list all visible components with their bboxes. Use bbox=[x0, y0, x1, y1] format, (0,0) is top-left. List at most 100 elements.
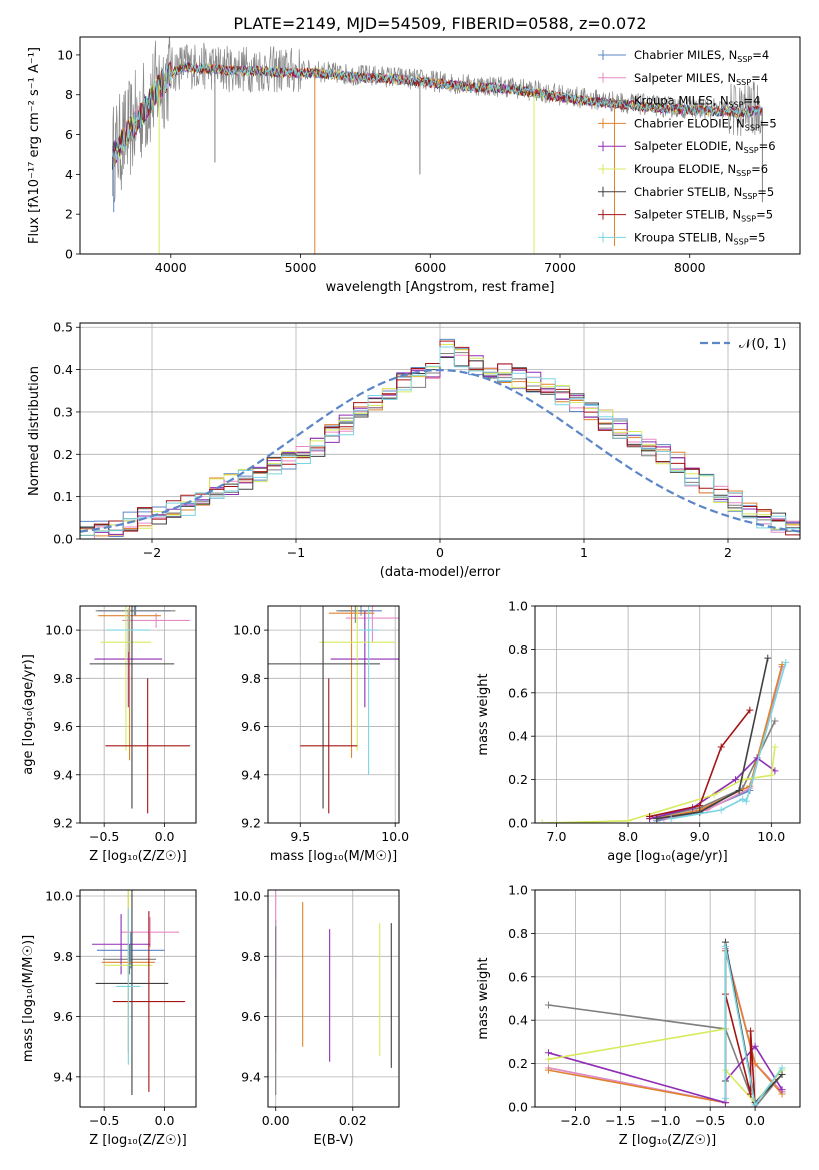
y-tick-label: 9.2 bbox=[241, 816, 261, 831]
weight-point-marker bbox=[721, 942, 729, 950]
weight-series-line bbox=[542, 746, 776, 823]
y-tick-label: 9.8 bbox=[241, 671, 261, 686]
y-axis-label: Flux [fλ10⁻¹⁷ erg cm⁻² s⁻¹ A⁻¹] bbox=[27, 47, 42, 244]
y-tick-label: 6 bbox=[65, 127, 73, 142]
plot-area-z-age bbox=[89, 606, 190, 814]
weight-point-marker bbox=[771, 743, 779, 751]
legend: Chabrier MILES, NSSP=4 Salpeter MILES, NS… bbox=[598, 48, 777, 246]
x-tick-label: −2 bbox=[143, 545, 161, 560]
legend-subscript: SSP bbox=[734, 237, 749, 246]
axes-frame bbox=[267, 605, 400, 824]
y-tick-label: 0 bbox=[65, 247, 73, 262]
y-tick-label: 10.0 bbox=[45, 889, 73, 904]
weight-point-marker bbox=[544, 1001, 552, 1009]
y-tick-label: 0.5 bbox=[53, 320, 73, 335]
legend-count: =5 bbox=[760, 116, 777, 130]
y-axis-label: mass weight bbox=[476, 957, 491, 1039]
x-axis-label: Z [log₁₀(Z/Z☉)] bbox=[619, 1133, 716, 1148]
y-tick-label: 0.6 bbox=[508, 685, 528, 700]
weight-point-marker bbox=[732, 776, 740, 784]
x-tick-label: 5000 bbox=[285, 260, 317, 275]
y-tick-label: 0.3 bbox=[53, 404, 73, 419]
x-tick-label: 0.0 bbox=[745, 1113, 765, 1128]
y-tick-label: 0.1 bbox=[53, 489, 73, 504]
y-tick-label: 0.0 bbox=[508, 1100, 528, 1115]
x-tick-label: 8000 bbox=[674, 260, 706, 275]
legend-count: =4 bbox=[744, 94, 761, 108]
x-tick-label: −2.0 bbox=[560, 1113, 590, 1128]
axes-frame bbox=[267, 889, 400, 1108]
x-axis-label: wavelength [Angstrom, rest frame] bbox=[326, 280, 555, 295]
x-axis-label: age [log₁₀(age/yr)] bbox=[607, 849, 728, 864]
y-tick-label: 0.4 bbox=[508, 729, 528, 744]
y-tick-label: 0.4 bbox=[53, 362, 73, 377]
legend-subscript: SSP bbox=[742, 192, 757, 201]
weight-point-marker bbox=[544, 1049, 552, 1057]
weight-series-line bbox=[724, 946, 783, 1107]
axes-z-weight: −2.0 −1.5 −1.0 −0.5 0.0 0.0 0.2 0.4 0.6 0.8 1.0 Z [… bbox=[476, 883, 801, 1148]
axes-z-mass: −0.5 0.0 9.4 9.6 9.8 10.0 Z [log₁₀(Z/Z☉)] mass … bbox=[21, 889, 197, 1148]
y-tick-label: 0.8 bbox=[508, 642, 528, 657]
x-tick-label: 10.0 bbox=[757, 829, 785, 844]
x-tick-label: 0.00 bbox=[262, 1113, 290, 1128]
y-axis-label: mass weight bbox=[476, 673, 491, 755]
x-axis-label: Z [log₁₀(Z/Z☉)] bbox=[89, 849, 186, 864]
axes-frame bbox=[79, 889, 197, 1108]
y-tick-label: 0.4 bbox=[508, 1013, 528, 1028]
plot-area-age-weight bbox=[538, 654, 790, 823]
y-tick-label: 0.0 bbox=[508, 816, 528, 831]
legend-label: Salpeter ELODIE, NSSP=6 bbox=[634, 139, 776, 155]
plot-area-residuals bbox=[80, 338, 800, 539]
weight-point-marker bbox=[764, 654, 772, 662]
legend-subscript: SSP bbox=[741, 215, 756, 224]
axes-frame bbox=[79, 36, 801, 255]
axes-spectrum: 4000 5000 6000 7000 8000 0 2 4 6 8 10 wavelength [A… bbox=[27, 36, 801, 295]
y-tick-label: 0.2 bbox=[508, 772, 528, 787]
y-tick-label: 9.8 bbox=[241, 949, 261, 964]
y-tick-label: 2 bbox=[65, 207, 73, 222]
weight-point-marker bbox=[721, 1094, 729, 1102]
legend-count: =4 bbox=[751, 71, 768, 85]
axes-age-weight: 7.0 8.0 9.0 10.0 0.0 0.2 0.4 0.6 0.8 1.0 age [log₁… bbox=[476, 599, 801, 864]
x-tick-label: 10.0 bbox=[381, 829, 409, 844]
axes-frame bbox=[534, 889, 801, 1108]
x-tick-label: 0 bbox=[436, 545, 444, 560]
axes-frame bbox=[79, 322, 801, 540]
y-tick-label: 9.4 bbox=[53, 1069, 73, 1084]
legend: 𝒩(0, 1) bbox=[700, 337, 786, 352]
histogram-step-line bbox=[80, 346, 800, 539]
y-tick-label: 10 bbox=[57, 47, 73, 62]
x-tick-label: 9.5 bbox=[290, 829, 310, 844]
weight-point-marker bbox=[735, 786, 743, 794]
y-axis-label: age [log₁₀(age/yr)] bbox=[21, 654, 36, 775]
x-tick-label: 6000 bbox=[414, 260, 446, 275]
legend-subscript: SSP bbox=[736, 78, 751, 87]
y-axis-label: Normed distribution bbox=[27, 366, 42, 496]
weight-point-marker bbox=[751, 1042, 759, 1050]
weight-point-marker bbox=[778, 1070, 786, 1078]
weight-point-marker bbox=[710, 791, 718, 799]
x-axis-label: Z [log₁₀(Z/Z☉)] bbox=[89, 1133, 186, 1148]
y-tick-label: 0.8 bbox=[508, 926, 528, 941]
weight-series-line bbox=[724, 994, 756, 1107]
y-tick-label: 1.0 bbox=[508, 883, 528, 898]
x-tick-label: −0.5 bbox=[89, 829, 119, 844]
y-tick-label: 9.4 bbox=[53, 767, 73, 782]
weight-series-line bbox=[656, 657, 769, 820]
legend-label: Chabrier MILES, NSSP=4 bbox=[634, 48, 769, 64]
x-tick-label: 4000 bbox=[155, 260, 187, 275]
axes-frame bbox=[534, 605, 801, 824]
plot-area-ebv-mass bbox=[275, 890, 392, 1095]
y-tick-label: 9.4 bbox=[241, 767, 261, 782]
x-tick-label: 7000 bbox=[544, 260, 576, 275]
x-tick-label: 9.0 bbox=[690, 829, 710, 844]
legend-label: 𝒩(0, 1) bbox=[739, 337, 786, 352]
y-tick-label: 9.6 bbox=[53, 1009, 73, 1024]
legend-count: =6 bbox=[751, 162, 768, 176]
weight-point-marker bbox=[767, 771, 775, 779]
legend-count: =4 bbox=[752, 48, 769, 62]
y-tick-label: 10.0 bbox=[233, 889, 261, 904]
legend-count: =6 bbox=[759, 139, 776, 153]
legend-count: =5 bbox=[756, 208, 773, 222]
gaussian-curve bbox=[80, 368, 800, 533]
